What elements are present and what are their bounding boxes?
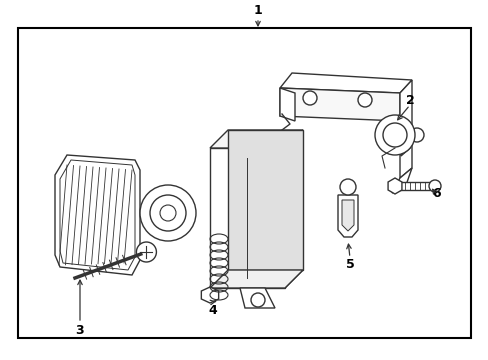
Polygon shape [209,130,303,148]
Circle shape [150,195,185,231]
Text: 5: 5 [345,258,354,271]
Circle shape [160,205,176,221]
Polygon shape [400,126,409,156]
Polygon shape [399,80,411,178]
Bar [394,182,429,190]
Polygon shape [227,130,303,270]
Circle shape [136,242,156,262]
Circle shape [250,293,264,307]
Circle shape [409,128,423,142]
Polygon shape [60,160,135,270]
Bar [389,128,411,142]
Text: 6: 6 [432,186,440,199]
Polygon shape [391,168,411,193]
Circle shape [303,91,316,105]
Polygon shape [280,88,399,121]
Bar [209,148,285,288]
Bar [18,28,470,338]
Text: 2: 2 [405,94,413,107]
Polygon shape [55,155,140,275]
Circle shape [357,93,371,107]
Polygon shape [240,288,274,308]
Polygon shape [285,130,303,288]
Polygon shape [280,73,411,93]
Polygon shape [209,270,303,288]
Polygon shape [341,200,353,231]
Circle shape [428,180,440,192]
Polygon shape [280,88,294,121]
Text: 4: 4 [208,303,217,316]
Text: 3: 3 [76,324,84,337]
Text: 1: 1 [253,4,262,17]
Circle shape [140,185,196,241]
Polygon shape [201,287,218,303]
Circle shape [382,123,406,147]
Circle shape [374,115,414,155]
Circle shape [339,179,355,195]
Polygon shape [387,178,401,194]
Polygon shape [337,195,357,237]
